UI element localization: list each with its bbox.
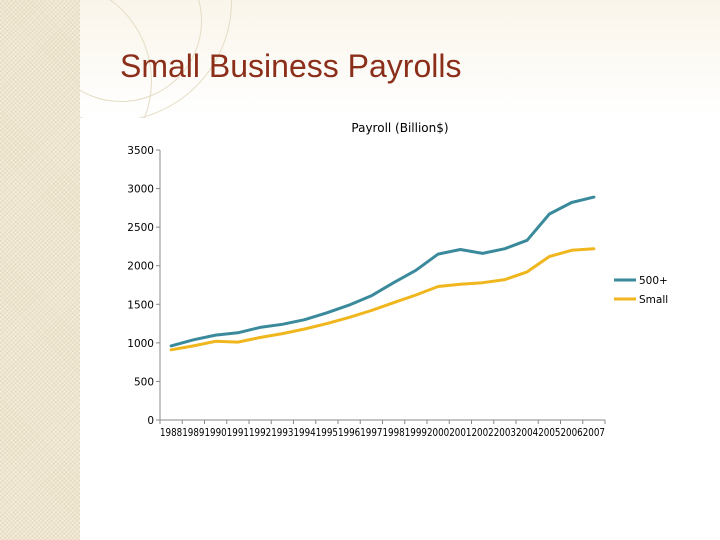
y-tick-label: 0 bbox=[147, 415, 154, 427]
x-tick-label: 1993 bbox=[271, 427, 293, 439]
x-tick-label: 2000 bbox=[427, 427, 449, 439]
slide-title: Small Business Payrolls bbox=[120, 48, 462, 84]
legend: 500+ Small bbox=[614, 275, 668, 306]
chart-title: Payroll (Billion$) bbox=[351, 121, 448, 135]
x-tick-label: 1999 bbox=[405, 427, 427, 439]
x-tick-label: 2004 bbox=[516, 427, 539, 439]
legend-label: Small bbox=[639, 294, 668, 306]
series-line-500plus bbox=[169, 195, 596, 348]
x-tick-label: 2003 bbox=[494, 427, 516, 439]
x-tick-label: 1988 bbox=[160, 427, 182, 439]
x-tick-label: 1995 bbox=[316, 427, 338, 439]
series-group bbox=[169, 195, 596, 352]
y-tick-label: 3000 bbox=[127, 184, 154, 196]
y-tick-label: 2000 bbox=[127, 261, 154, 273]
legend-label: 500+ bbox=[639, 275, 668, 287]
y-axis: 0 500 1000 1500 2000 2500 3000 3500 bbox=[127, 145, 161, 427]
y-tick-label: 3500 bbox=[127, 145, 154, 157]
x-tick-label: 1991 bbox=[227, 427, 249, 439]
y-tick-label: 1000 bbox=[127, 338, 154, 350]
x-tick-label: 2001 bbox=[449, 427, 471, 439]
x-tick-label: 1997 bbox=[360, 427, 382, 439]
x-tick-label: 1992 bbox=[249, 427, 271, 439]
y-tick-label: 500 bbox=[134, 376, 154, 388]
x-axis: 1988 1989 1990 1991 1992 1993 1994 1995 1996 1997… bbox=[159, 419, 606, 439]
x-tick-label: 1996 bbox=[338, 427, 361, 439]
x-tick-label: 2007 bbox=[583, 427, 605, 439]
series-line-small bbox=[169, 247, 596, 352]
x-tick-label: 1994 bbox=[294, 427, 317, 439]
x-tick-label: 2005 bbox=[538, 427, 560, 439]
y-tick-label: 1500 bbox=[127, 299, 154, 311]
x-tick-label: 2006 bbox=[561, 427, 584, 439]
x-tick-label: 1989 bbox=[182, 427, 204, 439]
y-tick-label: 2500 bbox=[127, 222, 154, 234]
x-tick-label: 1998 bbox=[383, 427, 405, 439]
slide-sidebar-texture bbox=[0, 0, 80, 540]
slide-header-band bbox=[80, 0, 720, 118]
x-tick-label: 1990 bbox=[205, 427, 227, 439]
x-tick-label: 2002 bbox=[472, 427, 494, 439]
